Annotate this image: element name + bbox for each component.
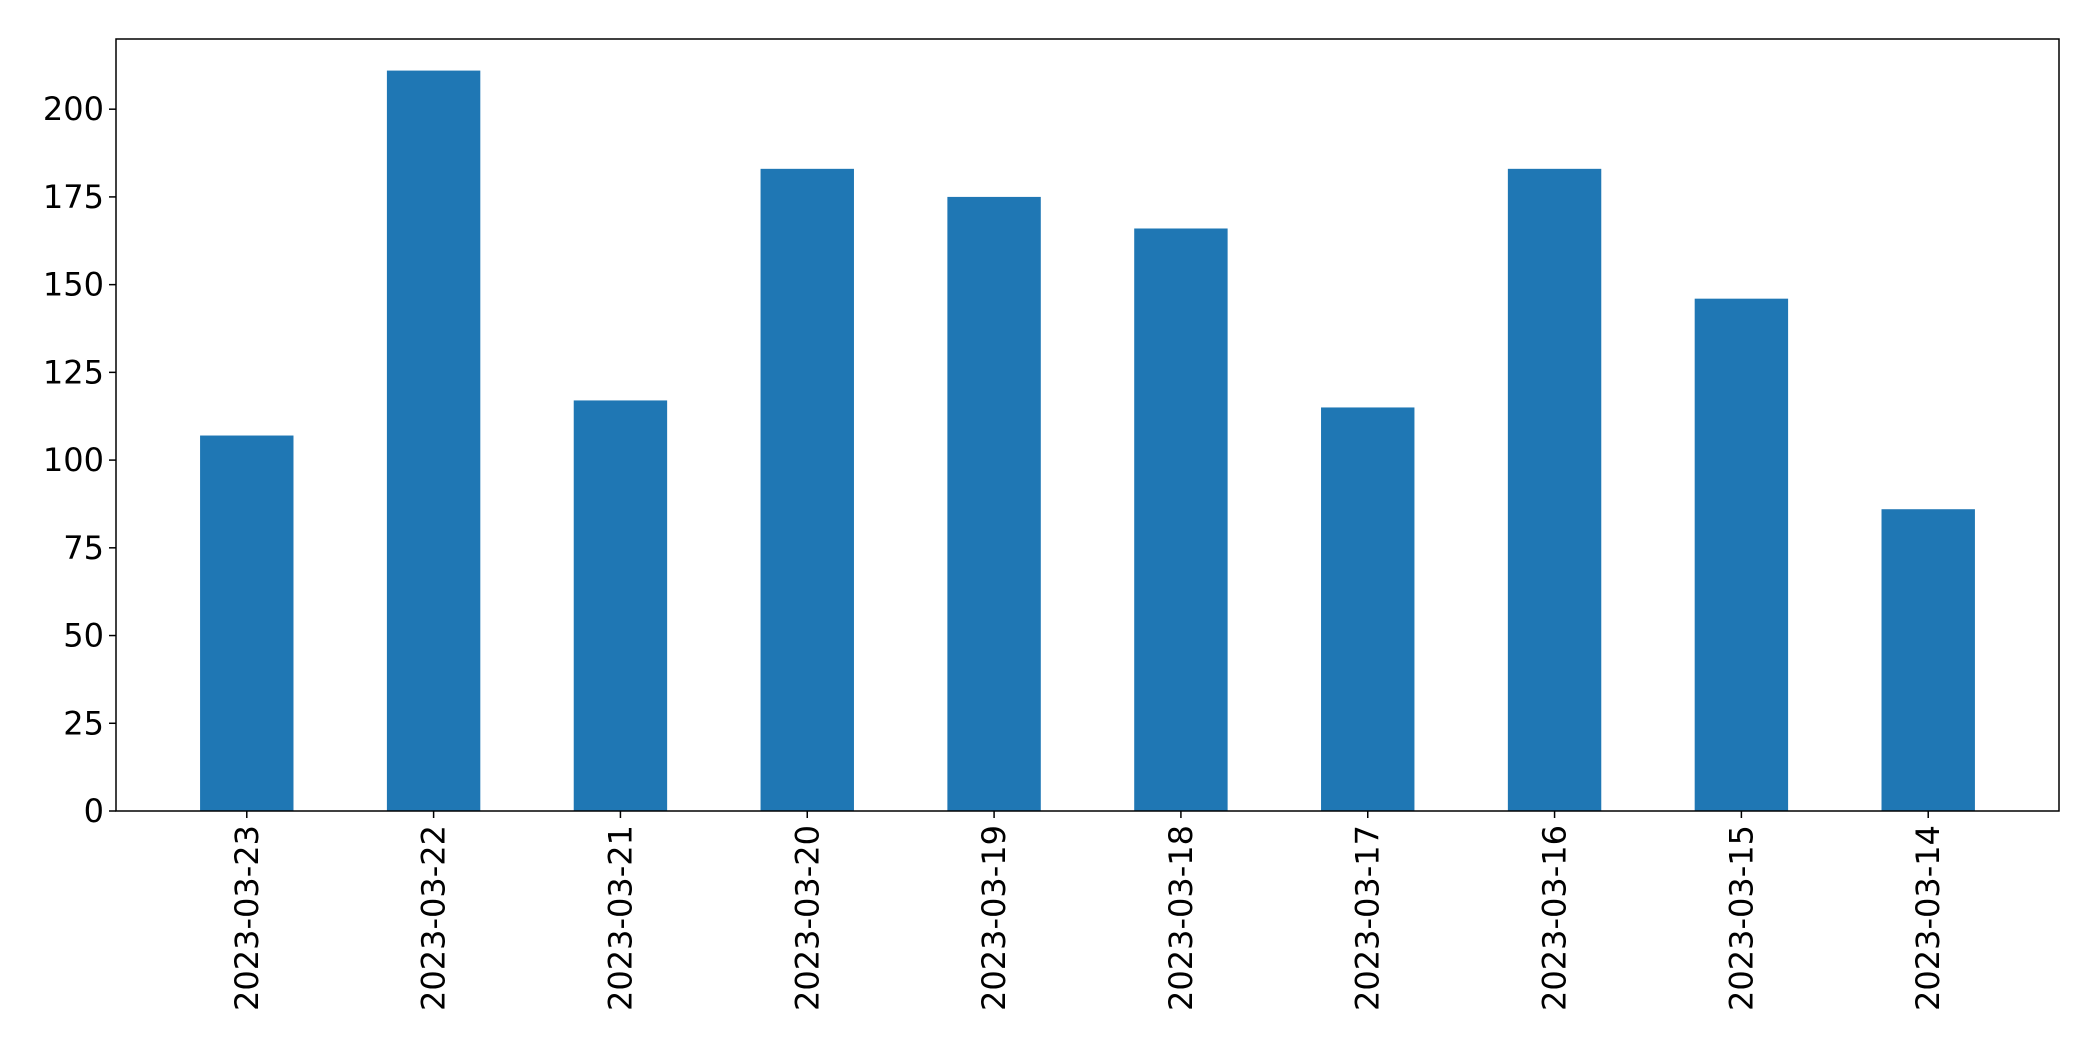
y-axis: 0 25 50 75 100 125 150 175 200 [43,90,116,830]
bar-2023-03-20 [760,168,854,811]
y-tick-label: 25 [63,704,104,742]
y-tick-label: 200 [43,90,104,128]
x-tick-label: 2023-03-22 [415,825,453,1011]
y-tick-label: 100 [43,441,104,479]
bar-2023-03-16 [1507,168,1602,811]
x-tick-label: 2023-03-23 [228,825,266,1011]
x-tick-label: 2023-03-19 [975,825,1013,1011]
x-tick-label: 2023-03-14 [1909,825,1947,1011]
x-tick-label: 2023-03-17 [1349,825,1387,1011]
y-tick-label: 150 [43,266,104,304]
y-tick-label: 50 [63,617,104,655]
bar-2023-03-17 [1321,407,1415,811]
x-tick-label: 2023-03-18 [1162,825,1200,1011]
bar-2023-03-21 [573,400,668,811]
x-tick-label: 2023-03-16 [1536,825,1574,1011]
x-tick-label: 2023-03-21 [601,825,639,1011]
plot-frame [115,38,2060,812]
y-tick-label: 75 [63,529,104,567]
bar-2023-03-14 [1881,509,1975,811]
y-tick-label: 175 [43,178,104,216]
bar-2023-03-18 [1134,228,1228,811]
bars-group [200,70,1975,812]
bar-2023-03-23 [200,435,294,811]
y-tick-label: 0 [84,792,104,830]
bar-2023-03-15 [1694,298,1789,811]
x-tick-label: 2023-03-20 [788,825,826,1011]
x-axis: 2023-03-23 2023-03-22 2023-03-21 2023-03-20… [228,811,1947,1011]
bar-2023-03-19 [947,196,1041,812]
x-tick-label: 2023-03-15 [1722,825,1760,1011]
bar-2023-03-22 [386,70,481,812]
y-tick-label: 125 [43,353,104,391]
